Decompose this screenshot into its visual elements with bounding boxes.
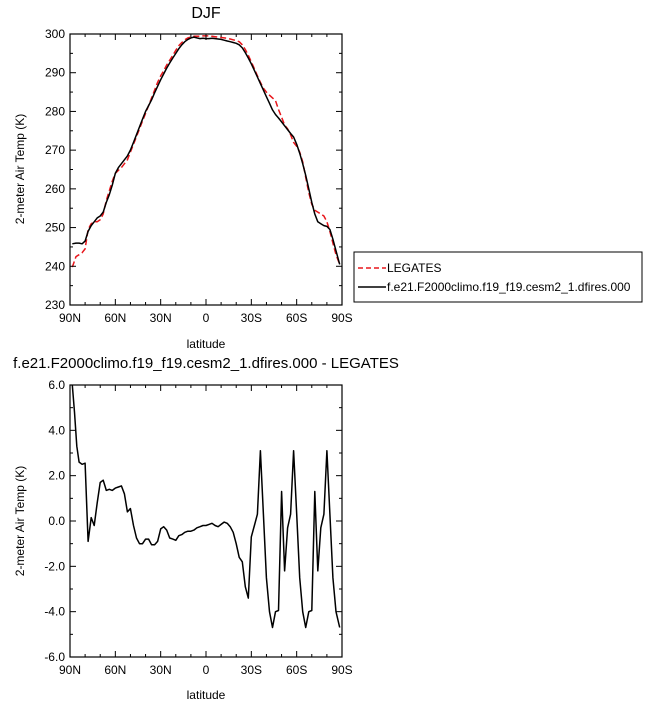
bottom-y-tick-label: 4.0 [48,423,65,437]
bottom-plot-frame [69,384,343,658]
bottom-y-tick-label: -6.0 [44,650,65,664]
top-series-group [71,35,341,268]
bottom-y-tick-label: 0.0 [48,514,65,528]
bottom-chart-title: f.e21.F2000climo.f19_f19.cesm2_1.dfires.… [13,355,399,372]
legend-label-model: f.e21.F2000climo.f19_f19.cesm2_1.dfires.… [387,280,631,294]
top-chart-title: DJF [191,5,221,22]
bottom-x-tick-label: 0 [203,663,210,677]
bottom-x-tick-label: 30S [241,663,262,677]
bottom-y-tick-label: 6.0 [48,378,65,392]
bottom-axes: 90N 60N 30N 0 30S 60S 90S -6.0 -4.0 -2.0 0.0 2.0 4.0… [44,378,352,677]
bottom-y-tick-label: 2.0 [48,469,65,483]
bottom-x-tick-label: 60N [104,663,126,677]
top-x-tick-label: 90S [331,311,352,325]
bottom-x-tick-label: 90S [331,663,352,677]
top-axes: 90N 60N 30N 0 30S 60S 90S 230 240 250 260 270 280 290… [45,27,353,325]
bottom-x-axis-label: latitude [187,688,226,702]
bottom-panel: f.e21.F2000climo.f19_f19.cesm2_1.dfires.… [13,355,399,702]
bottom-x-tick-label: 30N [150,663,172,677]
top-x-tick-label: 30N [150,311,172,325]
bottom-x-tick-label: 90N [59,663,81,677]
top-plot-frame [69,33,343,306]
top-y-tick-label: 260 [45,182,65,196]
top-y-tick-label: 290 [45,66,65,80]
top-x-tick-label: 60N [104,311,126,325]
bottom-series-group [71,384,341,629]
top-y-tick-label: 240 [45,259,65,273]
top-series-line-model [72,36,341,265]
top-x-tick-label: 60S [286,311,307,325]
top-y-tick-label: 250 [45,221,65,235]
top-x-tick-label: 0 [203,311,210,325]
top-y-axis-label: 2-meter Air Temp (K) [13,114,27,224]
bottom-y-tick-label: -4.0 [44,605,65,619]
top-x-axis-label: latitude [187,337,226,351]
top-x-tick-label: 30S [241,311,262,325]
top-y-tick-label: 300 [45,27,65,41]
legend-box [353,251,643,303]
top-y-tick-label: 230 [45,298,65,312]
bottom-y-tick-label: -2.0 [44,559,65,573]
legend: LEGATES f.e21.F2000climo.f19_f19.cesm2_1… [353,251,643,303]
legend-label-legates: LEGATES [387,261,441,275]
top-y-tick-label: 270 [45,143,65,157]
bottom-series-line-difference [71,384,341,629]
top-x-tick-label: 90N [59,311,81,325]
bottom-y-axis-label: 2-meter Air Temp (K) [13,466,27,576]
top-panel: DJF 2-meter Air Temp (K) latitude 90N 60N… [13,5,353,351]
top-y-tick-label: 280 [45,104,65,118]
bottom-x-tick-label: 60S [286,663,307,677]
